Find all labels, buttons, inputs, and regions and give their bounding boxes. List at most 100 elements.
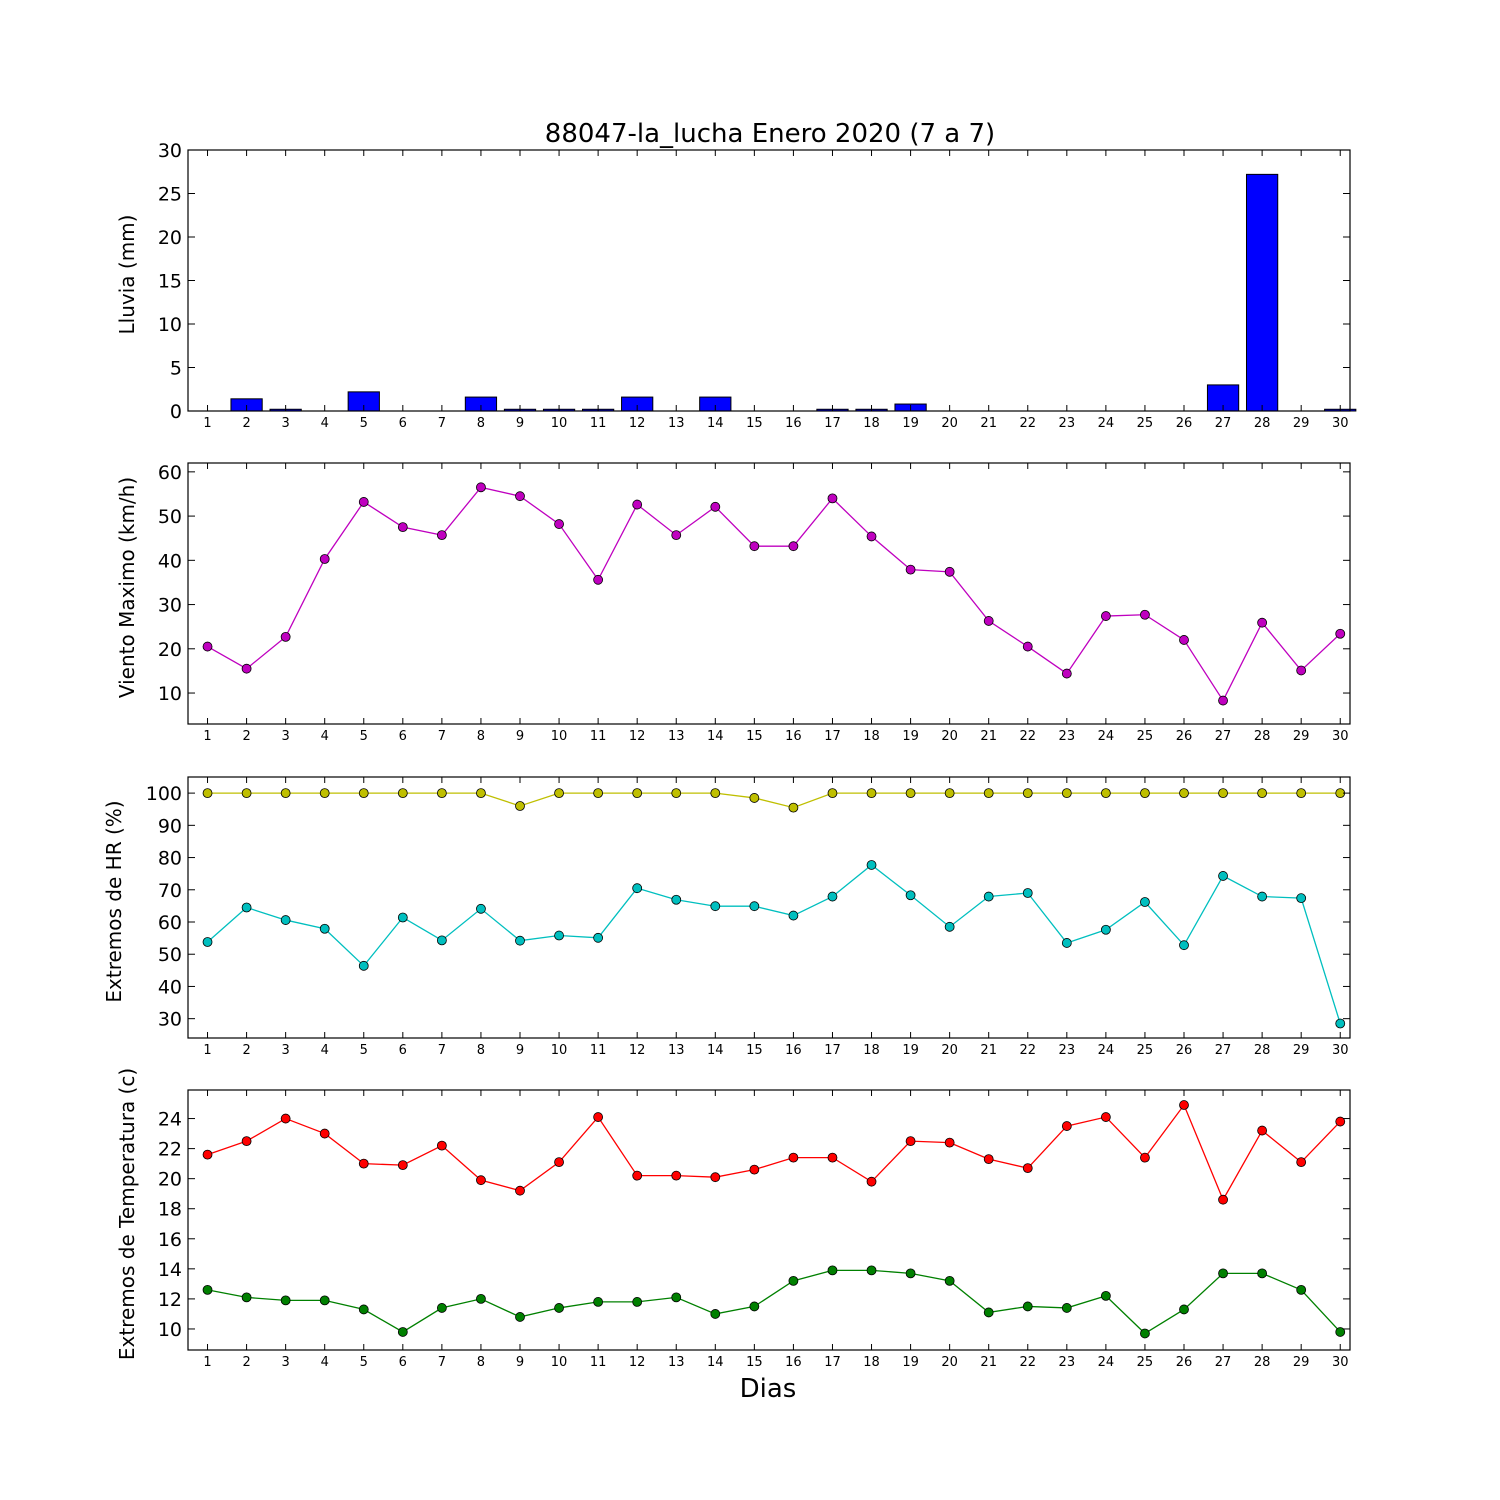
data-point — [358, 497, 369, 507]
data-point — [1218, 788, 1228, 799]
data-point — [1257, 788, 1268, 799]
series-line — [207, 486, 1341, 702]
data-point — [632, 1297, 643, 1307]
x-tick-label: 11 — [590, 1355, 607, 1370]
data-point — [241, 902, 252, 913]
data-point — [1140, 609, 1150, 620]
data-point — [749, 793, 760, 803]
data-point — [710, 1172, 721, 1183]
data-point — [788, 541, 799, 552]
x-tick-label: 20 — [941, 729, 958, 744]
x-tick-label: 1 — [203, 729, 211, 744]
data-point — [1061, 1121, 1072, 1131]
y-tick-label: 5 — [170, 358, 182, 380]
x-tick-label: 21 — [980, 1355, 997, 1370]
data-point — [1022, 1301, 1033, 1312]
x-tick-label: 18 — [863, 729, 880, 744]
y-tick-label: 16 — [158, 1229, 182, 1251]
x-tick-label: 16 — [785, 729, 802, 744]
x-tick-label: 30 — [1332, 1043, 1349, 1058]
data-point — [436, 935, 447, 946]
data-point — [983, 1307, 994, 1318]
y-tick-label: 20 — [158, 1169, 182, 1191]
x-tick-label: 4 — [321, 1043, 329, 1058]
data-point — [749, 541, 760, 552]
x-tick-label: 16 — [785, 1043, 802, 1058]
x-tick-label: 14 — [707, 729, 724, 744]
x-tick-label: 3 — [282, 1043, 290, 1058]
x-tick-label: 4 — [321, 1355, 329, 1370]
x-tick-label: 12 — [629, 416, 646, 431]
data-point — [671, 788, 682, 799]
x-tick-label: 17 — [824, 1355, 841, 1370]
x-tick-label: 10 — [551, 729, 568, 744]
x-tick-label: 6 — [399, 729, 407, 744]
data-point — [1296, 893, 1307, 904]
data-point — [671, 894, 682, 905]
data-point — [593, 1112, 604, 1122]
x-tick-label: 23 — [1059, 1355, 1076, 1370]
y-tick-label: 10 — [158, 1319, 182, 1341]
x-tick-label: 29 — [1293, 729, 1310, 744]
x-tick-label: 11 — [590, 1043, 607, 1058]
data-point — [1257, 617, 1268, 628]
data-point — [788, 910, 799, 921]
data-point — [983, 616, 994, 626]
data-point — [319, 1128, 330, 1139]
x-tick-label: 7 — [438, 729, 446, 744]
data-point — [1179, 788, 1189, 799]
x-tick-label: 14 — [707, 416, 724, 431]
x-tick-label: 1 — [203, 416, 211, 431]
x-tick-label: 16 — [785, 1355, 802, 1370]
data-point — [1257, 1125, 1268, 1136]
y-tick-label: 20 — [158, 227, 182, 249]
y-tick-label: 12 — [158, 1289, 182, 1311]
y-tick-label: 30 — [158, 140, 182, 162]
axes-frame — [187, 462, 1351, 725]
data-point — [827, 1152, 838, 1163]
data-point — [593, 574, 604, 585]
data-point — [944, 788, 955, 799]
x-tick-label: 18 — [863, 1355, 880, 1370]
y-tick-label: 30 — [158, 1009, 182, 1031]
series-line — [207, 1103, 1341, 1202]
data-point — [944, 921, 955, 932]
series-line — [207, 864, 1341, 1024]
x-tick-label: 4 — [321, 416, 329, 431]
data-point — [476, 788, 486, 799]
x-tick-label: 28 — [1254, 729, 1271, 744]
data-point — [749, 901, 760, 912]
x-tick-label: 7 — [438, 1355, 446, 1370]
data-point — [476, 482, 486, 493]
data-point — [788, 1275, 799, 1286]
data-point — [749, 1301, 760, 1312]
x-tick-label: 30 — [1332, 729, 1349, 744]
y-tick-label: 100 — [146, 783, 182, 805]
x-tick-label: 19 — [902, 1355, 919, 1370]
data-point — [1179, 1100, 1189, 1110]
data-point — [983, 788, 994, 799]
data-point — [358, 960, 369, 971]
x-tick-label: 11 — [590, 416, 607, 431]
data-point — [866, 1176, 877, 1187]
chart-title: 88047-la_lucha Enero 2020 (7 a 7) — [545, 119, 995, 149]
data-point — [1296, 665, 1307, 676]
y-tick-label: 20 — [158, 639, 182, 661]
x-tick-label: 14 — [707, 1355, 724, 1370]
data-point — [1140, 1152, 1150, 1163]
data-point — [593, 932, 604, 943]
x-tick-label: 27 — [1215, 1043, 1232, 1058]
x-tick-label: 22 — [1019, 416, 1036, 431]
data-point — [554, 788, 564, 799]
data-point — [944, 1275, 955, 1286]
x-tick-label: 10 — [551, 1043, 568, 1058]
x-tick-label: 12 — [629, 1355, 646, 1370]
y-tick-label: 40 — [158, 976, 182, 998]
data-point — [1296, 1284, 1307, 1295]
x-tick-label: 23 — [1059, 1043, 1076, 1058]
data-point — [554, 930, 564, 941]
data-point — [1061, 1303, 1072, 1313]
y-tick-label: 50 — [158, 506, 182, 528]
x-tick-label: 9 — [516, 729, 524, 744]
